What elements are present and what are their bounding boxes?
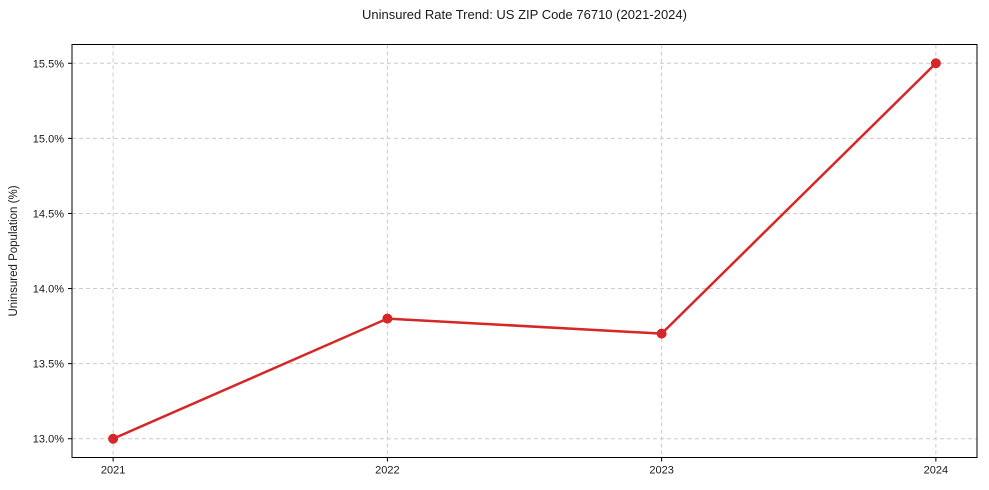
plot-border [71,44,978,458]
y-axis-label: Uninsured Population (%) [8,185,20,317]
x-tick-label: 2024 [924,465,948,477]
y-tick-label: 15.0% [33,133,64,145]
trend-line [111,62,938,440]
data-point-marker [108,433,119,444]
y-tick-label: 14.5% [33,208,64,220]
data-point-marker [930,58,941,69]
x-tick-label: 2022 [375,465,399,477]
x-tick-label: 2023 [649,465,673,477]
y-tick-label: 15.5% [33,58,64,70]
data-point-marker [656,328,667,339]
y-tick-label: 14.0% [33,284,64,296]
y-tick-label: 13.5% [33,359,64,371]
x-tick-label: 2021 [101,465,125,477]
y-tick-label: 13.0% [33,434,64,446]
chart-title: Uninsured Rate Trend: US ZIP Code 76710 … [362,7,687,22]
data-point-marker [382,313,393,324]
